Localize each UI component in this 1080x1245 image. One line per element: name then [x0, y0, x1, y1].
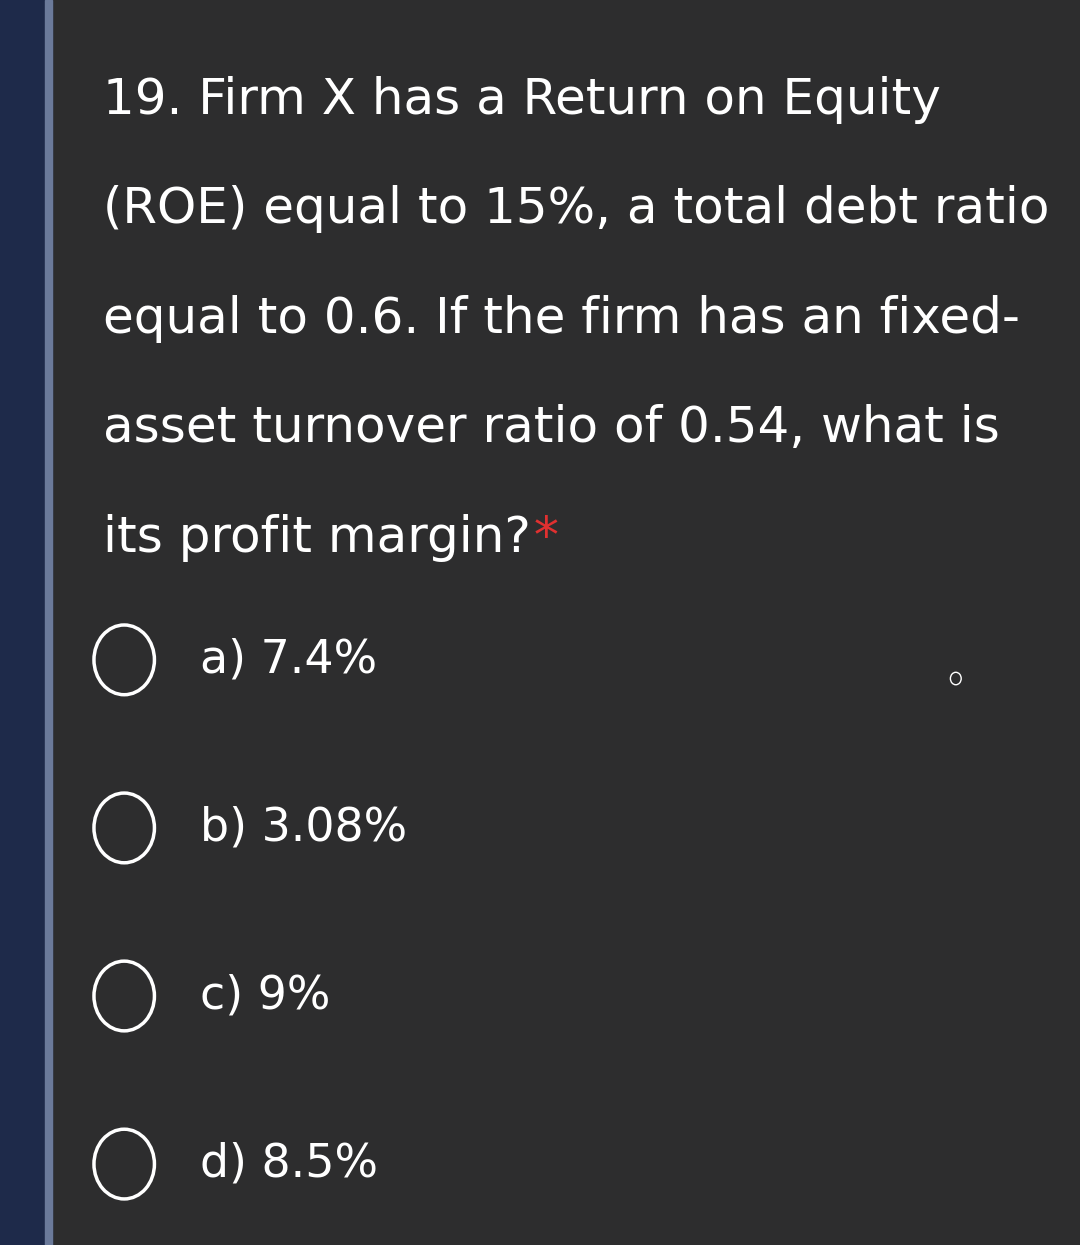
Text: d) 8.5%: d) 8.5%	[200, 1142, 378, 1186]
Text: its profit margin?: its profit margin?	[103, 514, 530, 561]
Text: (ROE) equal to 15%, a total debt ratio: (ROE) equal to 15%, a total debt ratio	[103, 186, 1049, 233]
Text: *: *	[518, 514, 559, 561]
Text: equal to 0.6. If the firm has an fixed-: equal to 0.6. If the firm has an fixed-	[103, 295, 1020, 342]
Text: a) 7.4%: a) 7.4%	[200, 637, 377, 682]
Bar	[45, 0, 52, 1245]
Bar	[0, 0, 52, 1245]
Text: b) 3.08%: b) 3.08%	[200, 806, 407, 850]
Text: asset turnover ratio of 0.54, what is: asset turnover ratio of 0.54, what is	[103, 405, 999, 452]
Text: c) 9%: c) 9%	[200, 974, 330, 1018]
Text: 19. Firm X has a Return on Equity: 19. Firm X has a Return on Equity	[103, 76, 941, 123]
